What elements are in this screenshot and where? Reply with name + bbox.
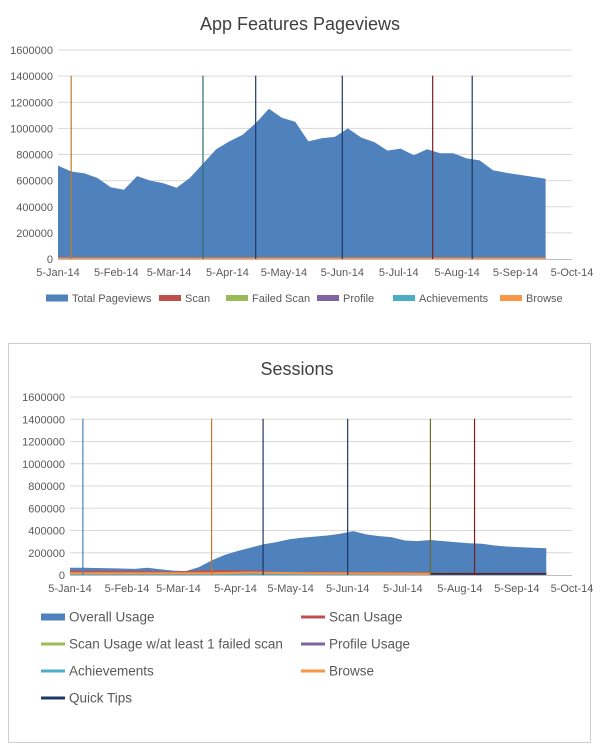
legend-item-scan: Scan (159, 293, 210, 305)
y-axis-ticks: 0 200000 400000 600000 800000 1000000 1200000 1… (22, 392, 65, 582)
legend-swatch (500, 295, 522, 301)
pageviews-chart: App Features Pageviews 0 200000 400000 6000… (10, 14, 593, 305)
legend-swatch (301, 642, 325, 646)
y-tick-label: 200000 (16, 228, 53, 240)
legend-label: Scan (185, 293, 210, 305)
x-tick-label: 5-Apr-14 (206, 267, 249, 279)
pageviews-chart-panel: App Features Pageviews 0 200000 400000 6000… (0, 0, 601, 318)
x-tick-label: 5-Sep-14 (493, 267, 538, 279)
legend-label: Overall Usage (69, 610, 155, 625)
legend-item-quick-tips: Quick Tips (41, 691, 132, 706)
legend-swatch (301, 615, 325, 619)
y-tick-label: 600000 (16, 176, 53, 188)
legend-swatch (159, 295, 181, 301)
legend-label: Quick Tips (69, 691, 132, 706)
series-total-pageviews-area (58, 108, 546, 259)
y-tick-label: 400000 (28, 526, 65, 538)
legend-label: Profile Usage (329, 637, 410, 652)
sessions-chart-panel: Sessions 0 200000 400000 600000 800000 100000… (8, 343, 593, 743)
y-axis-ticks: 0 200000 400000 600000 800000 1000000 1200000 1… (10, 45, 53, 266)
x-tick-label: 5-Feb-14 (105, 583, 150, 595)
x-tick-label: 5-Jul-14 (383, 583, 423, 595)
gridlines (70, 396, 572, 554)
y-tick-label: 1200000 (10, 97, 53, 109)
y-tick-label: 1400000 (10, 71, 53, 83)
legend-swatch (393, 295, 415, 301)
y-tick-label: 400000 (16, 202, 53, 214)
x-tick-label: 5-Jul-14 (379, 267, 419, 279)
legend-swatch (46, 294, 68, 302)
legend-label: Browse (329, 664, 374, 679)
chart-title: Sessions (260, 359, 333, 379)
legend-label: Browse (526, 293, 563, 305)
legend-item-profile-usage: Profile Usage (301, 637, 410, 652)
legend-swatch (41, 669, 65, 673)
y-tick-label: 0 (59, 570, 65, 582)
legend-swatch (41, 642, 65, 646)
legend-label: Achievements (69, 664, 154, 679)
x-tick-label: 5-Oct-14 (551, 267, 594, 279)
y-tick-label: 1600000 (10, 45, 53, 57)
legend-item-failed-scan: Failed Scan (226, 293, 310, 305)
legend-swatch (41, 696, 65, 700)
y-tick-label: 1400000 (22, 414, 65, 426)
series-overall-usage-area (70, 531, 547, 575)
legend-swatch (301, 669, 325, 673)
x-tick-label: 5-Jan-14 (48, 583, 91, 595)
series-group (58, 108, 546, 260)
legend-item-total-pageviews: Total Pageviews (46, 293, 152, 305)
x-axis-ticks: 5-Jan-14 5-Feb-14 5-Mar-14 5-Apr-14 5-May-14… (48, 583, 593, 595)
y-tick-label: 800000 (28, 481, 65, 493)
x-tick-label: 5-Mar-14 (156, 583, 201, 595)
y-tick-label: 1000000 (10, 123, 53, 135)
series-quick-tips-line (429, 572, 547, 576)
legend-label: Profile (343, 293, 374, 305)
vertical-markers (82, 418, 476, 575)
x-tick-label: 5-Jun-14 (326, 583, 369, 595)
x-tick-label: 5-Aug-14 (435, 267, 480, 279)
vertical-markers (70, 75, 473, 259)
x-axis-ticks: 5-Jan-14 5-Feb-14 5-Mar-14 5-Apr-14 5-May-14… (36, 267, 593, 279)
legend-label: Total Pageviews (72, 293, 152, 305)
sessions-chart: Sessions 0 200000 400000 600000 800000 100000… (22, 359, 593, 706)
legend-swatch (41, 613, 65, 621)
x-tick-label: 5-Aug-14 (437, 583, 482, 595)
x-tick-label: 5-Jun-14 (321, 267, 364, 279)
y-tick-label: 1600000 (22, 392, 65, 404)
legend-item-achievements: Achievements (393, 293, 489, 305)
y-tick-label: 800000 (16, 150, 53, 162)
legend-label: Scan Usage (329, 610, 403, 625)
legend-swatch (317, 295, 339, 301)
legend: Total Pageviews Scan Failed Scan Profile Ach… (46, 293, 563, 305)
x-tick-label: 5-Mar-14 (147, 267, 192, 279)
x-tick-label: 5-May-14 (261, 267, 307, 279)
legend-item-scan-usage: Scan Usage (301, 610, 403, 625)
x-tick-label: 5-Jan-14 (36, 267, 79, 279)
y-tick-label: 1200000 (22, 437, 65, 449)
y-tick-label: 0 (47, 254, 53, 266)
x-tick-label: 5-Feb-14 (94, 267, 139, 279)
legend-swatch (226, 295, 248, 301)
x-tick-label: 5-Sep-14 (494, 583, 539, 595)
legend-label: Failed Scan (252, 293, 310, 305)
legend-item-overall-usage: Overall Usage (41, 610, 155, 625)
legend-item-profile: Profile (317, 293, 374, 305)
legend-item-browse: Browse (301, 664, 374, 679)
legend-item-scan-usage-w-at-least-1-failed-scan: Scan Usage w/at least 1 failed scan (41, 637, 283, 652)
legend-item-achievements: Achievements (41, 664, 154, 679)
y-tick-label: 1000000 (22, 459, 65, 471)
series-group (69, 531, 547, 576)
legend-label: Achievements (419, 293, 489, 305)
legend-label: Scan Usage w/at least 1 failed scan (69, 637, 283, 652)
x-tick-label: 5-Oct-14 (551, 583, 594, 595)
x-tick-label: 5-Apr-14 (214, 583, 257, 595)
y-tick-label: 600000 (28, 503, 65, 515)
legend-item-browse: Browse (500, 293, 563, 305)
x-tick-label: 5-May-14 (267, 583, 313, 595)
y-tick-label: 200000 (28, 548, 65, 560)
legend: Overall Usage Scan Usage Scan Usage w/at l… (41, 610, 410, 706)
chart-title: App Features Pageviews (200, 14, 400, 34)
